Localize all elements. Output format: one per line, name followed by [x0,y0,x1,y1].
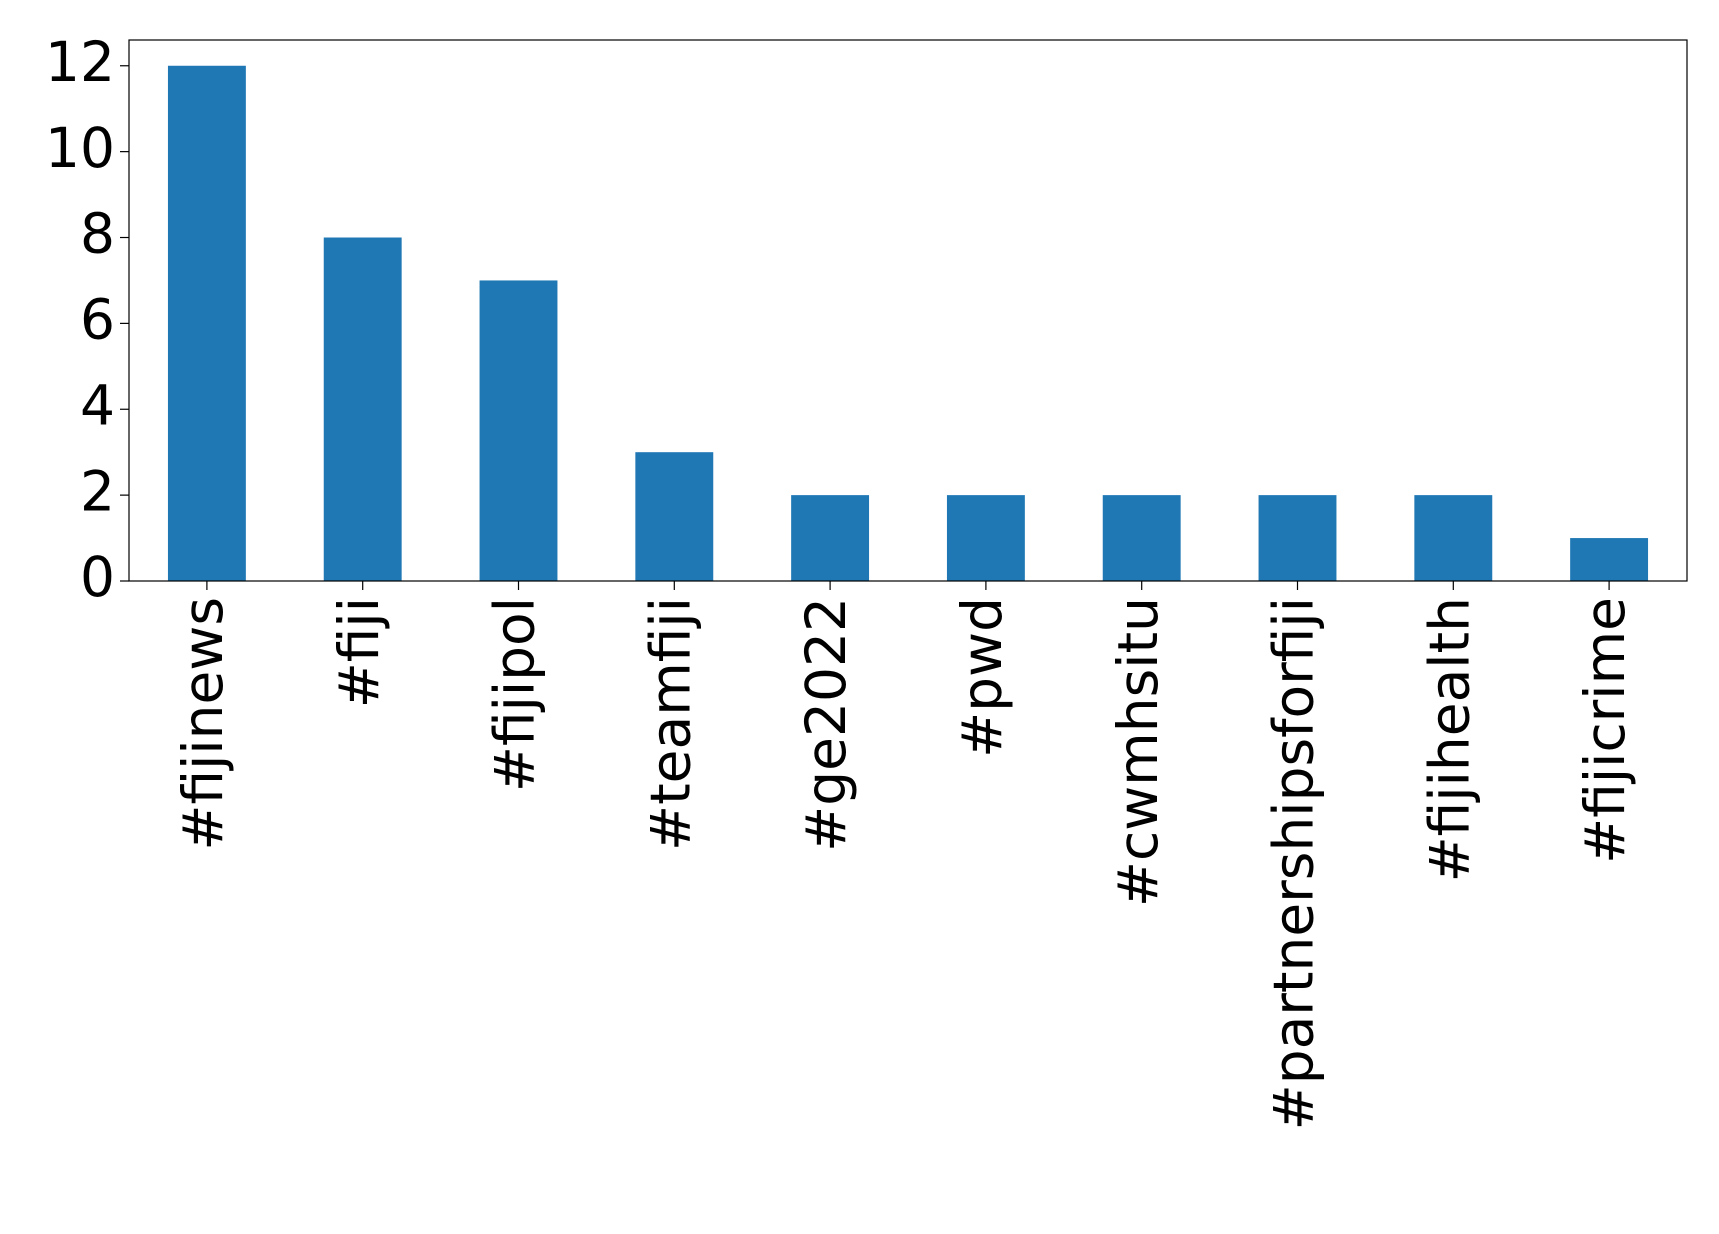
x-tick-label: #fijinews [171,597,235,851]
y-tick-label: 2 [80,459,115,523]
x-tick-label: #fijicrime [1573,597,1637,864]
y-tick-label: 0 [80,545,115,609]
bar [1570,538,1649,581]
y-tick-label: 6 [80,288,115,352]
x-tick-label: #fijihealth [1417,597,1481,882]
bar [1258,495,1337,581]
bar [946,495,1025,581]
y-tick-label: 12 [45,30,115,94]
x-tick-label: #fiji [327,597,391,708]
bar [635,452,714,581]
plot-frame [128,39,1688,582]
y-tick-label: 4 [80,373,115,437]
bar [479,280,558,581]
x-tick-label: #fijipol [483,597,547,792]
x-tick-label: #partnershipsforfiji [1262,597,1326,1130]
x-tick-label: #cwmhsitu [1106,597,1170,907]
bar [167,65,246,581]
bar [1102,495,1181,581]
bar [1414,495,1493,581]
y-tick-label: 10 [45,116,115,180]
x-tick-label: #pwd [950,597,1014,758]
y-tick-label: 8 [80,202,115,266]
bar [791,495,870,581]
x-tick-label: #ge2022 [794,597,858,852]
bar [323,237,402,581]
x-tick-label: #teamfiji [638,597,702,851]
